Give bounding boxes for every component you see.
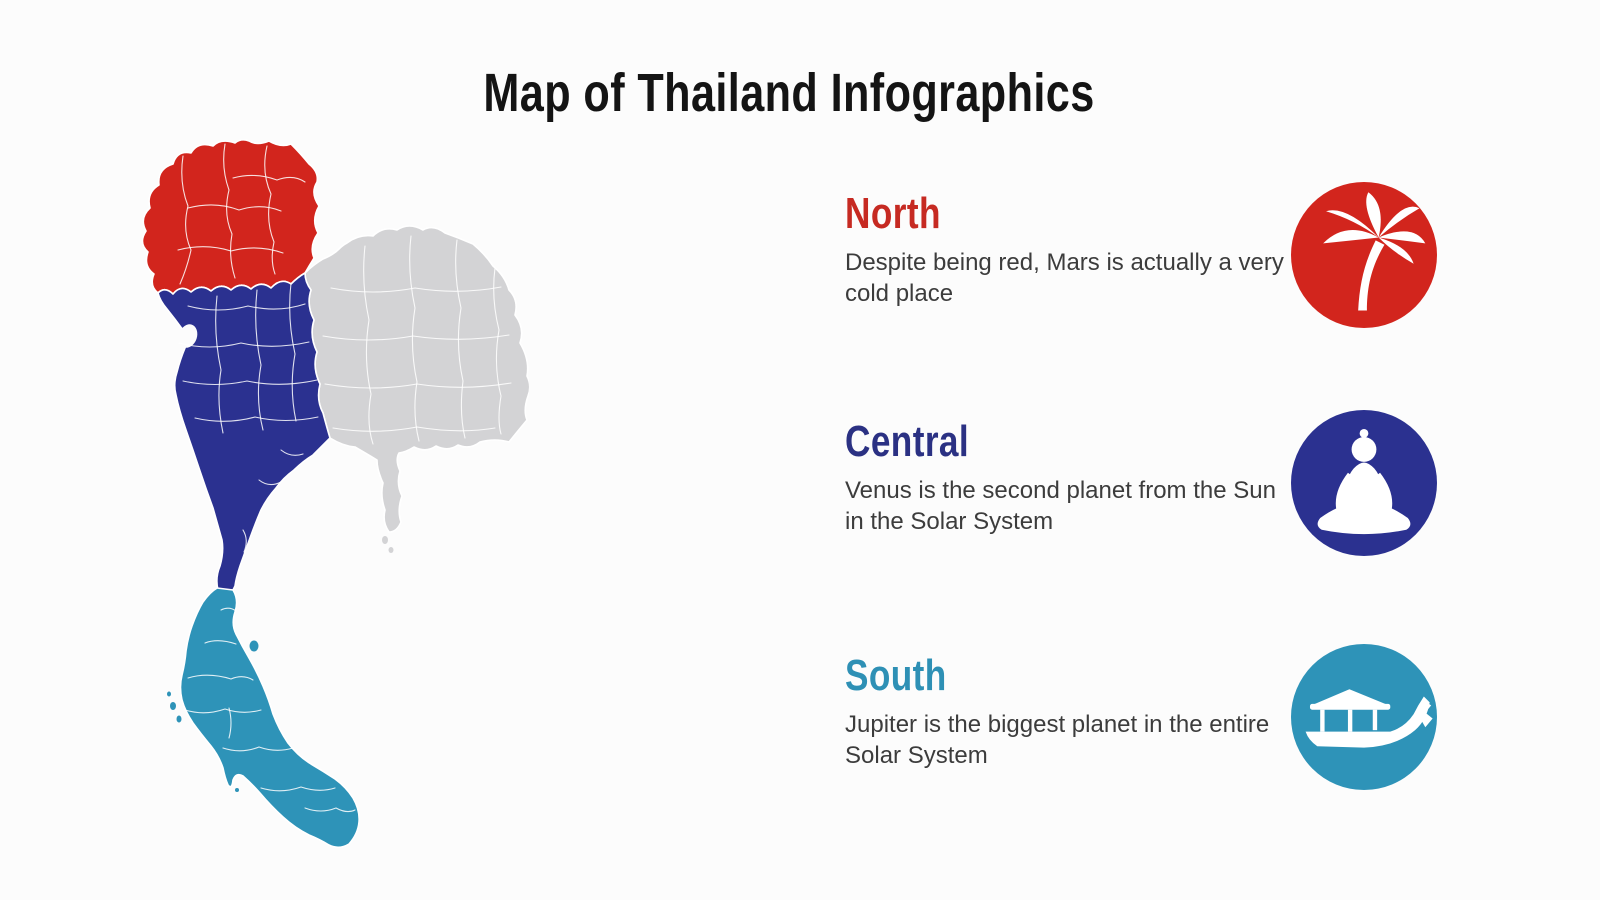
section-north-heading: North [845, 189, 941, 238]
map-island-west-1 [170, 702, 176, 710]
boat-glyph [1305, 689, 1433, 748]
section-south-heading: South [845, 651, 947, 700]
buddha-icon [1291, 410, 1437, 556]
section-north-description: Despite being red, Mars is actually a ve… [845, 249, 1284, 307]
map-coast-notch [178, 324, 198, 348]
map-region-central [157, 272, 331, 591]
section-central-description: Venus is the second planet from the Sun … [845, 477, 1276, 535]
thailand-map-svg [141, 139, 529, 848]
map-island-west-2 [176, 715, 182, 723]
slide-title: Map of Thailand Infographics [483, 63, 1095, 123]
page-title: Map of Thailand Infographics [0, 62, 1589, 124]
section-central-text: Central Venus is the second planet from … [845, 410, 1291, 537]
section-north-text: North Despite being red, Mars is actuall… [845, 182, 1291, 309]
section-south-description: Jupiter is the biggest planet in the ent… [845, 711, 1270, 769]
buddha-glyph [1317, 428, 1411, 535]
map-province-borders-north [177, 143, 306, 285]
map-province-borders-central [178, 282, 319, 553]
section-south-text: South Jupiter is the biggest planet in t… [845, 644, 1291, 771]
section-south: South Jupiter is the biggest planet in t… [845, 644, 1437, 796]
map-region-south [179, 587, 360, 848]
map-island-south [235, 788, 239, 792]
thailand-map [133, 138, 529, 848]
palm-tree-glyph [1323, 192, 1426, 311]
map-province-borders-northeast [322, 235, 512, 445]
map-province-borders-south [184, 607, 356, 813]
map-region-northeast [304, 225, 529, 533]
map-island-west-3 [167, 691, 171, 697]
section-central: Central Venus is the second planet from … [845, 410, 1437, 562]
section-central-heading: Central [845, 417, 970, 466]
map-island-east-1 [382, 536, 388, 544]
section-north: North Despite being red, Mars is actuall… [845, 182, 1437, 334]
palm-tree-icon [1291, 182, 1437, 328]
map-region-north [141, 139, 320, 295]
map-island-east-2 [388, 547, 394, 553]
map-island-samui [249, 640, 259, 652]
boat-icon [1291, 644, 1437, 790]
